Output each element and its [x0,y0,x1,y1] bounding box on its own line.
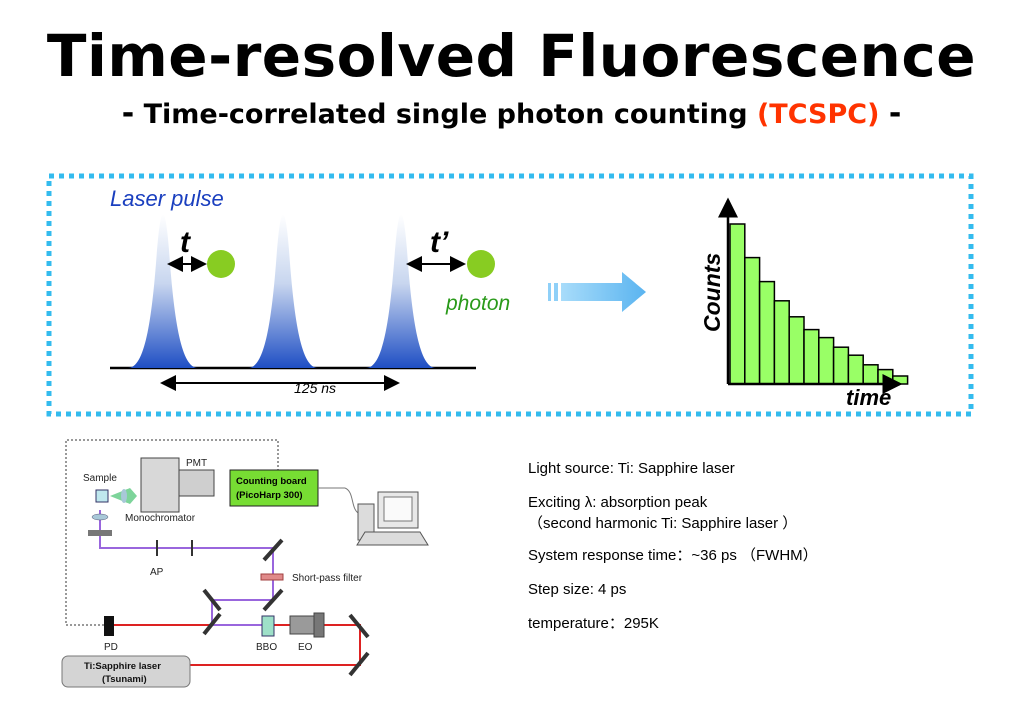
short-pass-label: Short-pass filter [292,573,363,584]
slide-title: Time-resolved Fluorescence [46,22,977,90]
counting-board [229,469,319,507]
harmonic-beam [99,510,274,626]
histogram [729,223,909,385]
slide-subtitle: - Time-correlated single photon counting… [0,96,1023,131]
histogram-bar [832,346,850,385]
pmt-label: PMT [186,458,207,469]
histogram-bar [744,256,761,385]
laser-pulse-2 [248,214,318,368]
histogram-bar [729,223,746,385]
histogram-bar [818,336,835,385]
ti-sapphire-laser [61,655,191,688]
info-exciting-line2: （second harmonic Ti: Sapphire laser ） [528,515,798,532]
eo-modulator [289,615,315,635]
mirror-1 [348,613,370,639]
laser-pulse-1 [128,214,198,368]
histogram-bar [758,280,776,385]
computer-icon [356,491,429,546]
mirror-2 [348,651,370,677]
subtitle-dash-right: - [888,96,902,131]
photon-dot-1 [207,250,235,278]
histogram-xlabel: time [846,385,891,410]
photon-dot-2 [467,250,495,278]
period-label: 125 ns [294,380,336,396]
laser-pulse-3 [366,214,436,368]
laser-line1: Ti:Sapphire laser [84,661,161,672]
diagram-frame [46,173,974,417]
monochromator-label: Monochromator [125,513,196,524]
counting-board-line1: Counting board [236,476,307,487]
info-exciting-line1: Exciting λ: absorption peak [528,494,708,511]
mirror-4 [202,588,222,612]
sample-cuvette [95,489,109,503]
pd-label: PD [104,642,118,653]
histogram-bar [877,368,894,385]
mirror-5 [262,588,284,612]
t-prime-label: t’ [430,226,449,259]
histogram-bar [788,316,805,385]
histogram-bar [773,300,790,385]
t-label: t [180,226,192,259]
sample-label: Sample [83,473,117,484]
laser-line2: (Tsunami) [102,674,147,685]
pmt [178,469,215,497]
info-response: System response time：~36 ps （FWHM） [528,547,818,564]
mirror-3 [202,612,222,636]
bbo-label: BBO [256,642,277,653]
setup-schematic: Short-pass filter AP Sample PMT Monochro… [61,439,429,688]
photon-label: photon [445,292,510,315]
focus-lens [91,513,109,521]
histogram-bar [847,354,864,385]
photodiode [104,616,114,636]
subtitle-main: Time-correlated single photon counting [143,99,748,130]
collection-lens [121,489,127,503]
eo-label: EO [298,642,313,653]
histogram-ylabel: Counts [699,253,725,332]
sample-stage [88,530,112,536]
short-pass-filter [260,573,284,581]
monochromator [140,457,180,513]
histogram-bar [803,328,820,385]
mirror-6 [262,538,284,562]
subtitle-accent: (TCSPC) [756,99,880,130]
bbo-crystal [261,615,275,637]
block-arrow [548,272,646,312]
histogram-bar [862,364,879,385]
signal-cable [65,439,279,626]
subtitle-dash-left: - [121,96,135,131]
info-light-source: Light source: Ti: Sapphire laser [528,460,735,477]
info-temperature: temperature：295K [528,615,659,632]
counting-board-line2: (PicoHarp 300) [236,490,303,501]
laser-pulse-label: Laser pulse [110,186,224,211]
ap-label: AP [150,567,164,578]
info-step: Step size: 4 ps [528,581,627,598]
